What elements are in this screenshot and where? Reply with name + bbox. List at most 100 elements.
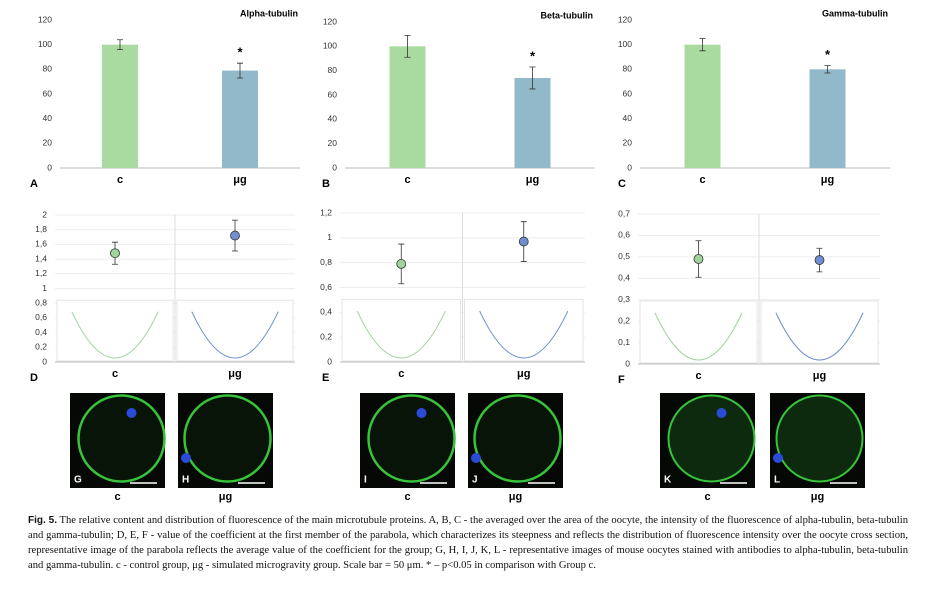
image-letter: I	[364, 475, 367, 486]
x-tick-label: c	[112, 368, 118, 380]
y-tick-label: 0,2	[618, 315, 630, 325]
error-bar	[699, 38, 706, 52]
point	[518, 236, 529, 247]
image-label: c	[404, 491, 410, 503]
nucleus	[716, 408, 727, 418]
bar	[102, 44, 138, 168]
y-tick-label: 1	[327, 232, 332, 242]
y-tick-label: 2	[42, 209, 47, 219]
image-label: c	[704, 491, 710, 503]
oocyte	[775, 394, 864, 483]
error-bar	[824, 65, 831, 74]
y-tick-label: 1,2	[35, 268, 47, 278]
y-tick-label: 0,6	[618, 230, 630, 240]
significance-mark: *	[237, 45, 243, 60]
y-tick-label: 1,2	[320, 207, 332, 217]
oocyte	[367, 394, 456, 483]
y-tick-label: 80	[43, 64, 53, 74]
y-tick-label: 40	[328, 114, 338, 124]
error-bar	[529, 66, 536, 90]
y-tick-label: 0,6	[320, 282, 332, 292]
image-label: μg	[509, 491, 522, 503]
parabola	[775, 312, 864, 361]
y-tick-label: 0,7	[618, 208, 630, 218]
y-tick-label: 0	[627, 162, 632, 172]
y-tick-label: 0,1	[618, 337, 630, 347]
chart-title: Beta-tubulin	[541, 10, 594, 20]
parabola	[191, 311, 279, 359]
y-tick-label: 1,6	[35, 239, 47, 249]
y-tick-label: 0,4	[320, 307, 332, 317]
point	[693, 254, 704, 264]
x-tick-label: μg	[813, 370, 826, 382]
y-tick-label: 60	[623, 88, 633, 98]
nucleus	[471, 453, 481, 463]
oocyte	[183, 394, 272, 483]
y-tick-label: 1	[42, 283, 47, 293]
x-tick-label: μg	[821, 174, 834, 186]
y-tick-label: 40	[43, 113, 53, 123]
point	[110, 248, 120, 259]
y-tick-label: 0	[42, 356, 47, 366]
parabola-frame	[56, 299, 174, 362]
oocyte	[77, 394, 166, 483]
x-tick-label: c	[117, 174, 123, 186]
point	[814, 255, 825, 265]
caption-text: The relative content and distribution of…	[28, 515, 908, 571]
y-tick-label: 0	[327, 356, 332, 366]
significance-mark: *	[825, 47, 831, 62]
y-tick-label: 100	[323, 41, 337, 51]
parabola-frame	[176, 299, 294, 362]
parabola	[71, 311, 159, 359]
panel-letter: A	[30, 178, 38, 190]
y-tick-label: 0,8	[320, 257, 332, 267]
image-label: μg	[219, 491, 232, 503]
bar	[684, 44, 721, 168]
y-tick-label: 0,2	[35, 342, 47, 352]
panel-letter: C	[618, 178, 626, 190]
y-tick-label: 120	[38, 14, 52, 24]
image-letter: J	[472, 475, 478, 486]
y-tick-label: 60	[328, 89, 338, 99]
x-tick-label: c	[695, 370, 701, 382]
parabola	[479, 310, 569, 359]
point	[230, 230, 240, 241]
chart-title: Alpha-tubulin	[240, 8, 298, 18]
caption-label: Fig. 5.	[28, 515, 57, 526]
panel-letter: E	[322, 372, 329, 384]
x-tick-label: μg	[228, 368, 241, 380]
bar	[514, 77, 551, 168]
bar	[389, 46, 426, 169]
image-letter: H	[182, 475, 189, 486]
oocyte	[667, 394, 756, 483]
error-bar	[117, 39, 123, 50]
y-tick-label: 0	[625, 358, 630, 368]
y-tick-label: 0,6	[35, 312, 47, 322]
chart-title: Gamma-tubulin	[822, 8, 888, 18]
image-letter: G	[74, 475, 82, 486]
bar	[222, 70, 258, 168]
parabola-frame	[464, 298, 584, 362]
nucleus	[126, 408, 137, 418]
y-tick-label: 20	[43, 138, 53, 148]
point	[396, 259, 407, 269]
y-tick-label: 1,4	[35, 253, 47, 263]
nucleus	[181, 453, 191, 463]
parabola	[654, 312, 743, 361]
y-tick-label: 40	[623, 113, 633, 123]
y-tick-label: 0,2	[320, 331, 332, 341]
y-tick-label: 0,5	[618, 251, 630, 261]
parabola-frame	[760, 300, 879, 364]
y-tick-label: 100	[618, 39, 632, 49]
significance-mark: *	[530, 48, 536, 63]
x-tick-label: μg	[526, 174, 539, 186]
image-letter: L	[774, 475, 780, 486]
x-tick-label: c	[404, 174, 410, 186]
y-tick-label: 60	[43, 88, 53, 98]
y-tick-label: 120	[323, 16, 337, 26]
y-tick-label: 0,4	[35, 327, 47, 337]
x-tick-label: c	[398, 368, 404, 380]
image-letter: K	[664, 475, 672, 486]
